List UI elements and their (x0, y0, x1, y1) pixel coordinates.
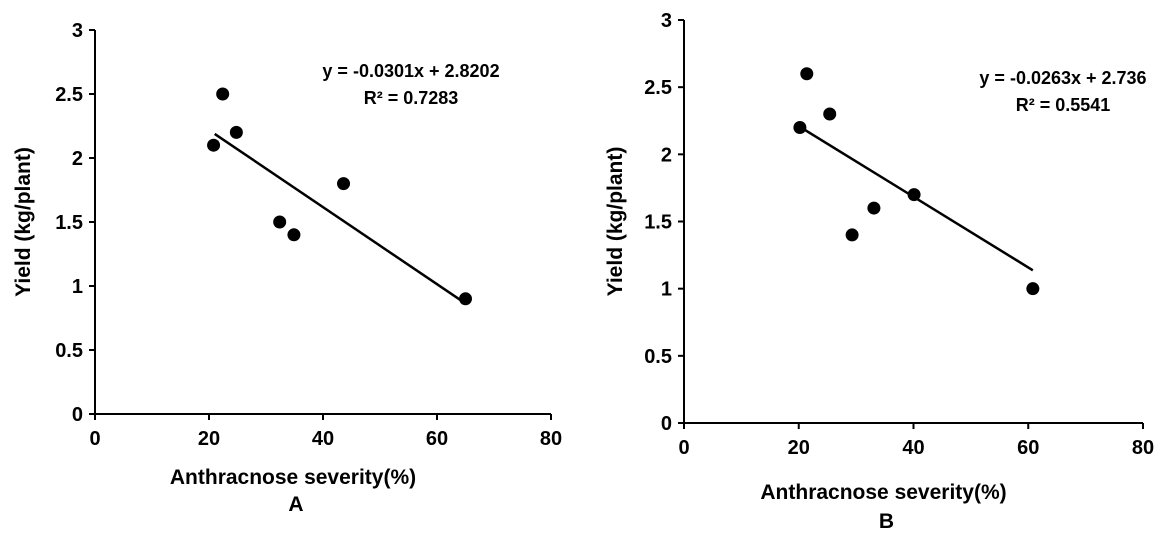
y-tick-label: 0.5 (644, 346, 672, 368)
y-tick-label: 3 (661, 10, 672, 32)
panel-label: B (879, 510, 894, 533)
data-point (229, 125, 243, 139)
x-axis-title: Anthracnose severity(%) (170, 466, 416, 489)
y-tick-label: 0 (72, 404, 83, 426)
panel-label: A (288, 493, 303, 516)
y-tick-label: 1.5 (644, 212, 672, 234)
data-point (459, 292, 472, 306)
trendline-equation: y = -0.0301x + 2.8202 (322, 61, 499, 81)
x-tick-label: 40 (902, 437, 924, 459)
r-squared-label: R² = 0.7283 (364, 88, 459, 108)
data-point (1026, 282, 1040, 296)
y-axis-title: Yield (kg/plant) (604, 147, 627, 297)
chart-panel-b: 0 0.5 1 1.5 2 2.5 3 0 20 40 60 80 y = -0.0263x + 2.7… (604, 10, 1154, 533)
chart-panel-a: 0 0.5 1 1.5 2 2.5 3 0 20 40 60 80 y = -0.0301x + 2.8… (12, 20, 562, 516)
y-tick-label: 2 (661, 144, 672, 166)
trendline-equation: y = -0.0263x + 2.736 (979, 68, 1146, 88)
data-point (800, 67, 814, 81)
y-tick-label: 1 (72, 276, 83, 298)
data-point (337, 177, 351, 191)
x-tick-label: 80 (1132, 437, 1154, 459)
data-point (207, 138, 221, 152)
y-tick-label: 0.5 (55, 340, 83, 362)
r-squared-label: R² = 0.5541 (1016, 95, 1111, 115)
x-tick-label: 20 (788, 437, 810, 459)
data-point (216, 87, 230, 101)
data-point (273, 215, 287, 229)
y-tick-label: 3 (72, 20, 83, 42)
y-tick-label: 2.5 (55, 84, 83, 106)
x-tick-label: 20 (198, 428, 220, 450)
x-tick-label: 40 (312, 428, 334, 450)
data-point (287, 228, 301, 242)
x-tick-label: 0 (89, 428, 100, 450)
y-tick-label: 2 (72, 148, 83, 170)
x-axis-title: Anthracnose severity(%) (760, 481, 1006, 504)
y-tick-label: 0 (661, 413, 672, 435)
x-tick-label: 60 (426, 428, 448, 450)
y-tick-label: 1.5 (55, 212, 83, 234)
y-tick-label: 1 (661, 279, 672, 301)
data-point (793, 120, 807, 134)
x-tick-label: 60 (1017, 437, 1039, 459)
data-point (867, 201, 881, 215)
y-axis-title: Yield (kg/plant) (12, 147, 35, 297)
data-point (907, 188, 921, 202)
x-tick-label: 0 (678, 437, 689, 459)
data-point (845, 228, 859, 242)
data-point (823, 107, 837, 121)
y-tick-label: 2.5 (644, 77, 672, 99)
x-tick-label: 80 (540, 428, 562, 450)
trendline (213, 132, 467, 305)
